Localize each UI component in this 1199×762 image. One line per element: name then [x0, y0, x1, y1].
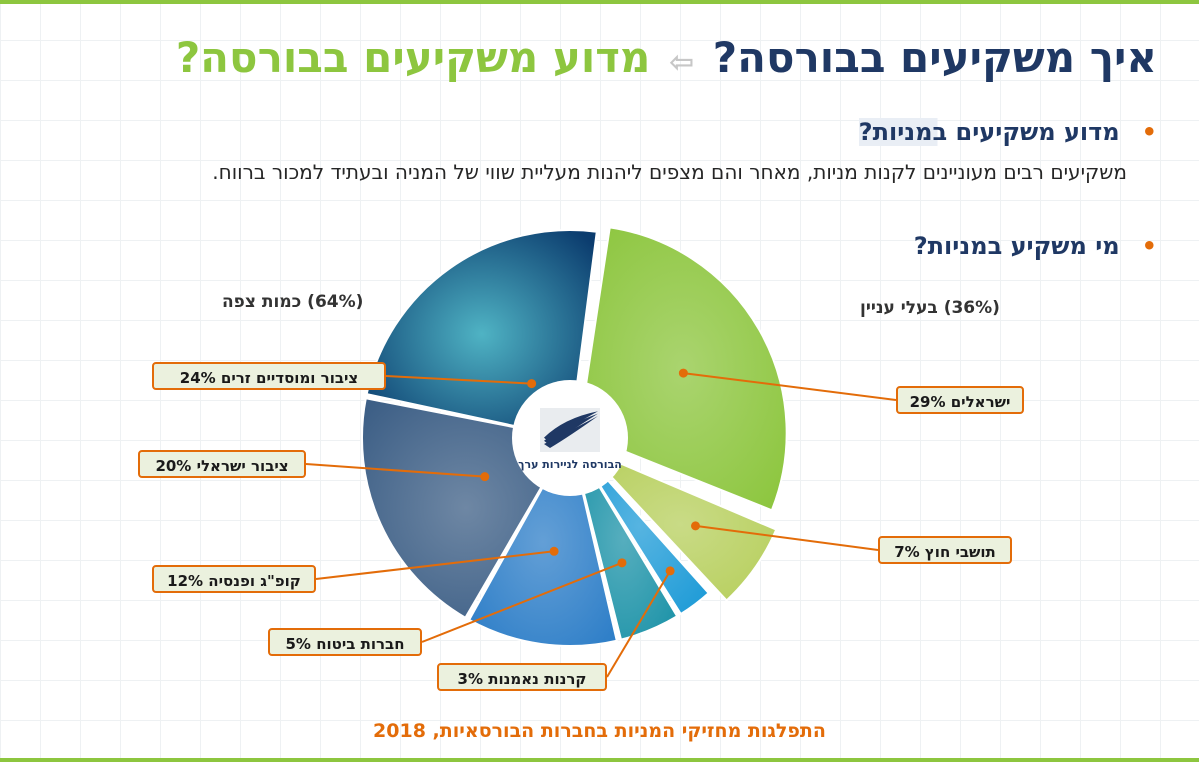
leader-dot	[527, 379, 537, 389]
leader-line	[421, 561, 623, 643]
top-accent-bar	[0, 0, 1199, 4]
leader-dot	[690, 521, 700, 531]
slice-label: ישראלים 29%	[896, 386, 1024, 414]
leader-dot	[480, 472, 490, 482]
title-arrow-icon: ⇦	[668, 45, 695, 80]
exchange-logo-icon: הבורסה לניירות ערך	[518, 408, 622, 471]
slide-title: איך משקיעים בבורסה? ⇦ מדוע משקיעים בבורס…	[40, 30, 1157, 91]
bullet-dot-icon: •	[1141, 118, 1157, 146]
group-label-free-float: (64%) כמות צפה	[222, 292, 364, 312]
bullet-dot-icon: •	[1141, 232, 1157, 260]
bottom-accent-bar	[0, 758, 1199, 762]
slice-label: קופ"ג ופנסיה 12%	[152, 565, 316, 593]
leader-dot	[665, 566, 675, 576]
logo-caption: הבורסה לניירות ערך	[518, 458, 622, 471]
slice-label: ציבור ישראלי 20%	[138, 450, 306, 478]
leader-line	[606, 570, 672, 678]
leader-dot	[549, 546, 559, 556]
leader-line	[305, 463, 485, 478]
pie-slice	[584, 447, 778, 602]
chart-caption: התפלגות מחזיקי המניות בחברות הבורסאיות, …	[373, 720, 826, 742]
slice-label: ציבור ומוסדיים זרים 24%	[152, 362, 386, 390]
leader-dot	[678, 368, 688, 378]
slice-label: תושבי חוץ 7%	[878, 536, 1012, 564]
slice-label: קרנות נאמנות 3%	[437, 663, 607, 691]
slice-label: חברות ביטוח 5%	[268, 628, 422, 656]
bullet-text: מי משקיע במניות?	[913, 232, 1120, 260]
title-part-dark: איך משקיעים בבורסה?	[712, 33, 1157, 82]
leader-dot	[617, 558, 627, 568]
bullet-who-invests: • מי משקיע במניות?	[914, 232, 1157, 260]
group-label-interested-parties: (36%) בעלי עניין	[860, 298, 1000, 318]
pie-slice	[365, 229, 598, 440]
explanation-paragraph: משקיעים רבים מעוניינים לקנות מניות, מאחר…	[212, 160, 1127, 184]
leader-line	[695, 524, 879, 551]
leader-line	[315, 550, 555, 580]
leader-line	[385, 375, 532, 385]
title-part-green: מדוע משקיעים בבורסה?	[175, 33, 651, 82]
bullet-why-invest: • מדוע משקיעים במניות?	[858, 118, 1157, 146]
leader-line	[683, 372, 897, 401]
bullet-text: מדוע משקיעים במניות?	[858, 118, 1120, 146]
